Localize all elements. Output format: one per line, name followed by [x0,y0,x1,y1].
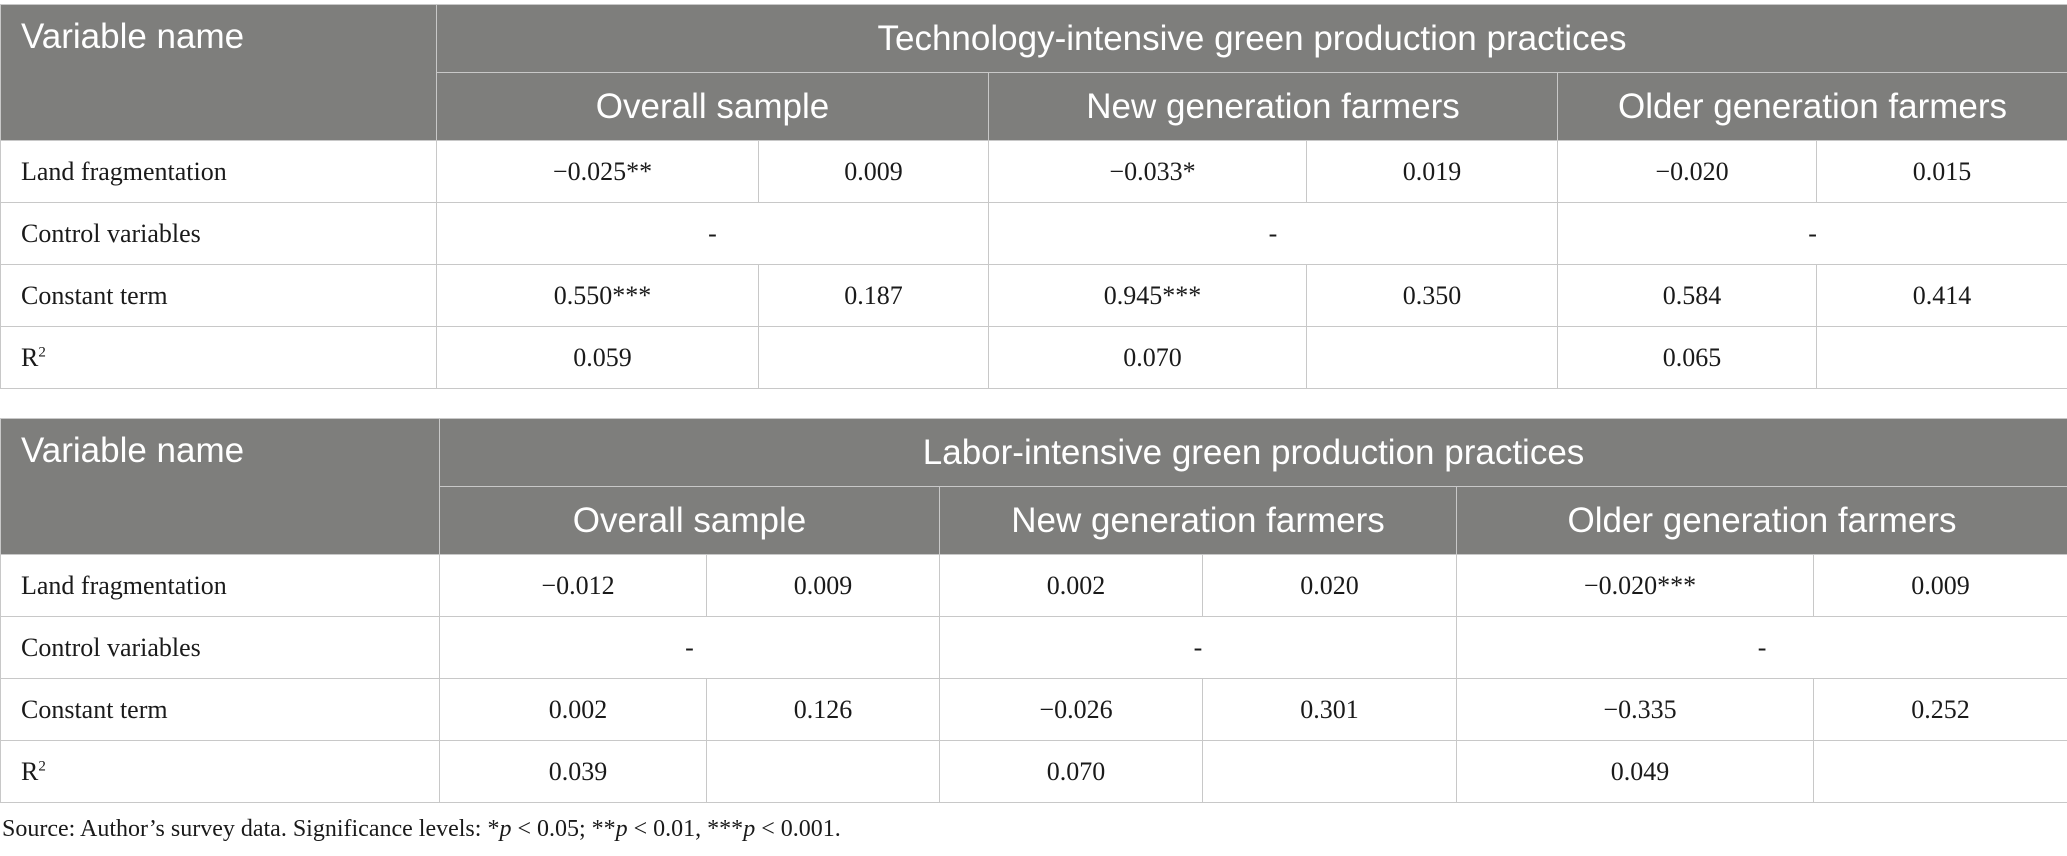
variable-name-header: Variable name [0,418,440,555]
std-error-cell: 0.252 [1812,678,2067,741]
table-row: Land fragmentation −0.025** 0.009 −0.033… [0,140,2067,203]
std-error-cell: 0.301 [1202,678,1457,741]
sample-header-overall: Overall sample [439,486,940,555]
sample-header-older-generation: Older generation farmers [1455,486,2067,555]
coefficient-cell: −0.012 [439,554,707,617]
row-label: Constant term [0,264,437,327]
row-label: R2 [0,740,440,803]
group-header: Technology-intensive green production pr… [435,4,2067,73]
table-row: Control variables - - - [0,616,2067,679]
table-row: Land fragmentation −0.012 0.009 0.002 0.… [0,554,2067,617]
std-error-cell [1812,740,2067,803]
row-label: Control variables [0,202,437,265]
std-error-cell: 0.187 [758,264,989,327]
row-label: Land fragmentation [0,140,437,203]
std-error-cell: 0.019 [1306,140,1558,203]
merged-cell: - [436,202,989,265]
variable-name-header: Variable name [0,4,437,141]
table-row: Constant term 0.002 0.126 −0.026 0.301 −… [0,678,2067,741]
group-header: Labor-intensive green production practic… [438,418,2067,487]
std-error-cell: 0.009 [706,554,940,617]
coefficient-cell: −0.020 [1557,140,1817,203]
coefficient-cell: −0.026 [939,678,1203,741]
std-error-cell: 0.009 [758,140,989,203]
coefficient-cell: 0.065 [1557,326,1817,389]
row-label: Control variables [0,616,440,679]
std-error-cell: 0.015 [1815,140,2067,203]
std-error-cell: 0.020 [1202,554,1457,617]
r-squared-label: R [21,342,39,372]
row-label: Land fragmentation [0,554,440,617]
sample-header-new-generation: New generation farmers [988,72,1558,141]
labor-intensive-table: Variable name Labor-intensive green prod… [0,418,2067,803]
technology-intensive-table: Variable name Technology-intensive green… [0,4,2067,389]
coefficient-cell: −0.033* [988,140,1307,203]
std-error-cell: 0.009 [1812,554,2067,617]
table-row: R2 0.059 0.070 0.065 [0,326,2067,389]
coefficient-cell: 0.584 [1557,264,1817,327]
merged-cell: - [988,202,1558,265]
std-error-cell: 0.414 [1815,264,2067,327]
merged-cell: - [939,616,1457,679]
table-row: Constant term 0.550*** 0.187 0.945*** 0.… [0,264,2067,327]
sample-header-overall: Overall sample [436,72,989,141]
merged-cell: - [439,616,940,679]
coefficient-cell: 0.039 [439,740,707,803]
coefficient-cell: −0.025** [436,140,759,203]
coefficient-cell: 0.945*** [988,264,1307,327]
coefficient-cell: 0.002 [939,554,1203,617]
coefficient-cell: 0.059 [436,326,759,389]
coefficient-cell: 0.070 [939,740,1203,803]
merged-cell: - [1556,202,2067,265]
table-row: Control variables - - - [0,202,2067,265]
coefficient-cell: 0.002 [439,678,707,741]
std-error-cell: 0.126 [706,678,940,741]
row-label: R2 [0,326,437,389]
r-squared-label: R [21,756,39,786]
r-squared-superscript: 2 [38,343,46,360]
sample-header-new-generation: New generation farmers [939,486,1457,555]
table-row: R2 0.039 0.070 0.049 [0,740,2067,803]
coefficient-cell: −0.020*** [1456,554,1814,617]
row-label: Constant term [0,678,440,741]
source-note: Source: Author’s survey data. Significan… [2,816,841,842]
coefficient-cell: 0.550*** [436,264,759,327]
r-squared-superscript: 2 [38,757,46,774]
coefficient-cell: 0.070 [988,326,1307,389]
merged-cell: - [1455,616,2067,679]
std-error-cell [1202,740,1457,803]
std-error-cell [1306,326,1558,389]
coefficient-cell: −0.335 [1456,678,1814,741]
std-error-cell [706,740,940,803]
std-error-cell [758,326,989,389]
std-error-cell: 0.350 [1306,264,1558,327]
coefficient-cell: 0.049 [1456,740,1814,803]
sample-header-older-generation: Older generation farmers [1556,72,2067,141]
std-error-cell [1815,326,2067,389]
